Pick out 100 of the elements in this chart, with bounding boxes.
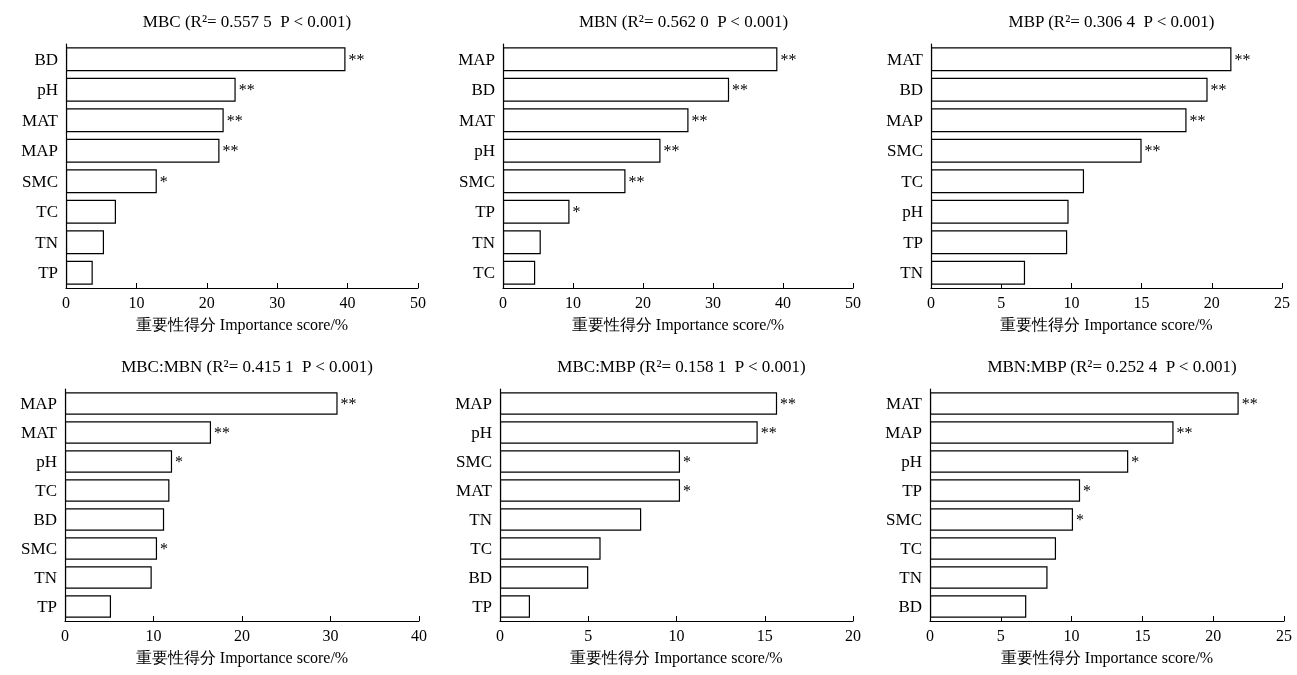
- x-tick-label: 10: [128, 293, 145, 311]
- annotation: *: [683, 453, 692, 470]
- annotation: **: [1210, 81, 1227, 99]
- annotation: **: [628, 172, 645, 190]
- x-tick-label: 40: [411, 626, 427, 644]
- x-tick-label: 25: [1274, 293, 1290, 311]
- x-tick-label: 50: [845, 293, 861, 311]
- y-tick-label: TP: [475, 202, 495, 222]
- chart-title: MBC:MBP (R²= 0.158 1 P < 0.001): [557, 357, 806, 376]
- x-tick-label: 20: [1205, 626, 1222, 644]
- x-tick-label: 0: [499, 293, 507, 311]
- y-tick-label: MAT: [21, 423, 58, 442]
- x-axis-title: 重要性得分 Importance score/%: [571, 315, 785, 334]
- x-tick-label: 0: [62, 293, 70, 311]
- x-tick-label: 0: [926, 626, 934, 644]
- annotation: **: [238, 81, 255, 99]
- annotation: **: [760, 424, 777, 441]
- x-tick-label: 5: [997, 293, 1006, 311]
- y-tick-label: MAT: [22, 110, 59, 130]
- y-tick-label: pH: [36, 452, 57, 471]
- x-axis-title: 重要性得分 Importance score/%: [135, 315, 349, 334]
- y-tick-label: BD: [468, 568, 492, 587]
- y-tick-label: TC: [470, 539, 492, 558]
- y-tick-label: MAP: [455, 394, 492, 413]
- x-axis-title: 重要性得分 Importance score/%: [570, 648, 783, 667]
- y-tick-label: TN: [472, 232, 495, 252]
- x-tick-label: 0: [927, 293, 935, 311]
- y-tick-label: MAT: [459, 110, 496, 130]
- y-tick-label: TP: [902, 481, 922, 500]
- x-tick-label: 25: [1276, 626, 1292, 644]
- annotation: **: [1144, 142, 1161, 160]
- y-tick-label: SMC: [459, 171, 495, 191]
- annotation: **: [340, 395, 357, 412]
- annotation: **: [1234, 50, 1251, 68]
- y-tick-label: SMC: [21, 539, 57, 558]
- x-tick-label: 20: [635, 293, 651, 311]
- x-tick-label: 15: [1134, 626, 1151, 644]
- annotation: **: [1241, 395, 1258, 412]
- x-axis-title: 重要性得分 Importance score/%: [135, 648, 349, 667]
- y-tick-label: pH: [902, 202, 923, 222]
- y-tick-label: pH: [901, 452, 922, 471]
- x-axis-title: 重要性得分 Importance score/%: [1000, 315, 1213, 334]
- annotation: **: [1189, 111, 1206, 129]
- y-tick-label: TC: [900, 539, 922, 558]
- x-tick-label: 30: [322, 626, 339, 644]
- chart-title: MBP (R²= 0.306 4 P < 0.001): [1008, 12, 1215, 31]
- x-tick-label: 15: [1133, 293, 1150, 311]
- annotation: **: [691, 111, 708, 129]
- y-tick-label: TN: [35, 232, 58, 252]
- y-tick-label: SMC: [887, 141, 923, 161]
- annotation: **: [348, 50, 365, 68]
- y-tick-label: TP: [37, 597, 57, 616]
- y-tick-label: TN: [34, 568, 57, 587]
- y-tick-label: MAT: [456, 481, 493, 500]
- annotation: **: [1176, 424, 1193, 441]
- y-tick-label: MAP: [20, 394, 57, 413]
- y-tick-label: TP: [903, 232, 923, 252]
- annotation: **: [780, 50, 797, 68]
- chart-title: MBC:MBN (R²= 0.415 1 P < 0.001): [121, 357, 373, 376]
- y-tick-label: BD: [898, 597, 922, 616]
- y-tick-label: MAT: [887, 49, 924, 69]
- x-tick-label: 40: [775, 293, 791, 311]
- y-tick-label: TP: [38, 263, 58, 283]
- x-tick-label: 20: [1203, 293, 1220, 311]
- y-tick-label: BD: [33, 510, 57, 529]
- annotation: **: [222, 142, 239, 160]
- y-tick-label: BD: [899, 80, 923, 100]
- annotation: *: [175, 453, 184, 470]
- y-tick-label: TC: [36, 202, 58, 222]
- y-tick-label: TC: [901, 171, 923, 191]
- y-tick-label: MAP: [21, 141, 58, 161]
- x-tick-label: 20: [234, 626, 250, 644]
- chart-title: MBN:MBP (R²= 0.252 4 P < 0.001): [987, 357, 1237, 376]
- x-tick-label: 5: [584, 626, 593, 644]
- x-tick-label: 50: [410, 293, 426, 311]
- x-tick-label: 30: [269, 293, 286, 311]
- x-axis-title: 重要性得分 Importance score/%: [1000, 648, 1214, 667]
- y-tick-label: BD: [471, 80, 495, 100]
- annotation: *: [1076, 511, 1085, 528]
- x-tick-label: 10: [668, 626, 685, 644]
- y-tick-label: TP: [472, 597, 492, 616]
- y-tick-label: MAP: [885, 423, 922, 442]
- y-tick-label: TN: [469, 510, 492, 529]
- x-tick-label: 15: [756, 626, 773, 644]
- x-tick-label: 5: [996, 626, 1005, 644]
- annotation: *: [160, 540, 169, 557]
- x-tick-label: 10: [1063, 293, 1080, 311]
- x-tick-label: 0: [496, 626, 504, 644]
- annotation: *: [1083, 482, 1092, 499]
- annotation: *: [1131, 453, 1140, 470]
- annotation: **: [663, 142, 680, 160]
- y-tick-label: TN: [900, 263, 923, 283]
- x-tick-label: 10: [565, 293, 581, 311]
- y-tick-label: SMC: [886, 510, 922, 529]
- chart-title: MBC (R²= 0.557 5 P < 0.001): [142, 12, 352, 31]
- annotation: **: [780, 395, 797, 412]
- y-tick-label: MAP: [458, 49, 495, 69]
- annotation: *: [159, 172, 168, 190]
- x-tick-label: 30: [705, 293, 721, 311]
- y-tick-label: MAP: [886, 110, 923, 130]
